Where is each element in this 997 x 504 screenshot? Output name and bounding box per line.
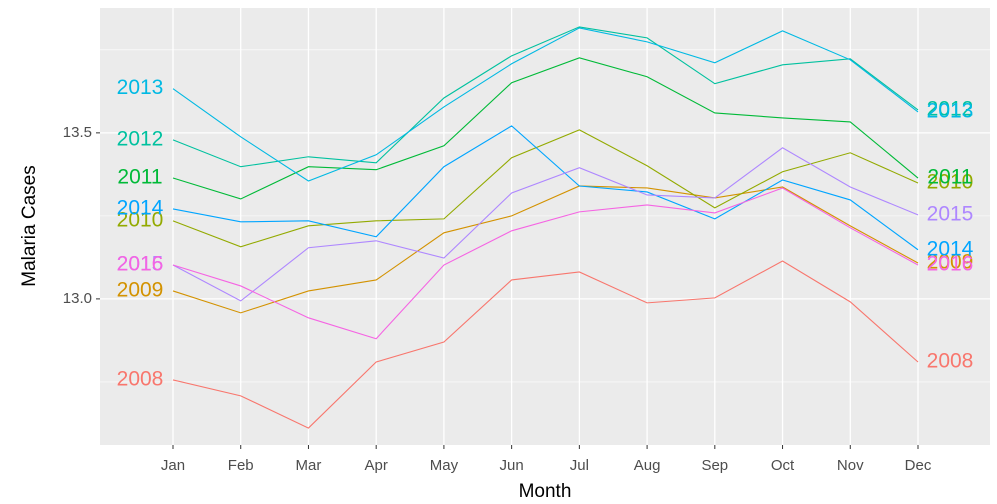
series-start-label: 2014 <box>117 196 164 219</box>
series-line <box>172 187 919 340</box>
series-start-label: 2013 <box>117 76 164 99</box>
x-tick-label: Mar <box>296 457 322 474</box>
series-end-label: 2013 <box>927 99 974 122</box>
series-line <box>172 185 919 314</box>
x-tick-label: Oct <box>771 457 795 474</box>
series-line <box>172 57 919 200</box>
series-start-label: 2010 <box>117 208 164 231</box>
series-end-label: 2009 <box>927 251 974 274</box>
series-end-label: 2012 <box>927 97 974 120</box>
series-end-label: 2008 <box>927 350 974 373</box>
y-tick-label: 13.0 <box>63 290 92 307</box>
x-tick-label: Nov <box>837 457 864 474</box>
series-start-label: 2016 <box>117 253 164 276</box>
series-line <box>172 26 919 168</box>
series-start-label: 2015 <box>117 253 164 276</box>
series-start-label: 2009 <box>117 278 164 301</box>
series-start-label: 2011 <box>117 166 162 189</box>
y-axis-label: Malaria Cases <box>19 165 40 286</box>
series-line <box>172 27 919 182</box>
x-tick-label: Sep <box>701 457 728 474</box>
series-start-label: 2008 <box>117 367 164 390</box>
x-axis-label: Month <box>519 481 572 502</box>
series-line <box>172 125 919 251</box>
x-tick-label: Dec <box>905 457 932 474</box>
series-end-label: 2015 <box>927 202 974 225</box>
series-line <box>172 147 919 302</box>
series-end-label: 2014 <box>927 237 974 260</box>
x-tick-label: Apr <box>365 457 388 474</box>
series-end-label: 2010 <box>927 171 974 194</box>
series-end-label: 2016 <box>927 253 974 276</box>
x-tick-label: Feb <box>228 457 254 474</box>
series-line <box>172 129 919 248</box>
x-tick-label: May <box>430 457 459 474</box>
x-tick-label: Jan <box>161 457 185 474</box>
series-end-label: 2011 <box>927 166 972 189</box>
panel <box>100 8 990 445</box>
x-tick-label: Jul <box>570 457 589 474</box>
y-tick-label: 13.5 <box>63 124 92 141</box>
series-start-label: 2012 <box>117 127 164 150</box>
series-line <box>172 260 919 429</box>
x-tick-label: Aug <box>634 457 661 474</box>
x-tick-label: Jun <box>500 457 524 474</box>
